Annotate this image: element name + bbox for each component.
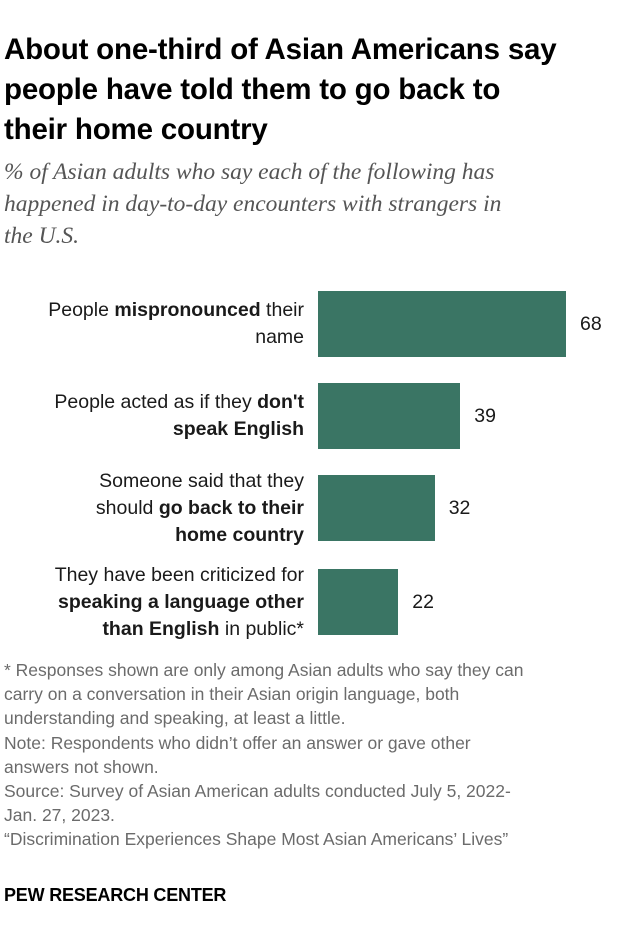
note-line: Jan. 27, 2023.: [4, 805, 115, 826]
note-line: carry on a conversation in their Asian o…: [4, 684, 460, 705]
category-label: They have been criticized for speaking a …: [55, 562, 304, 643]
brand-logo-text: PEW RESEARCH CENTER: [4, 885, 227, 905]
category-label-segment: People: [48, 299, 115, 321]
bar: [318, 383, 461, 449]
bar-value-label: 39: [474, 405, 496, 427]
chart-subtitle-line: % of Asian adults who say each of the fo…: [4, 159, 495, 185]
category-label-segment: go back to their: [158, 496, 304, 519]
category-label-line: Someone said that they: [96, 468, 304, 495]
category-label-segment: They have been criticized for: [54, 563, 304, 586]
note-line: understanding and speaking, at least a l…: [4, 708, 346, 729]
category-label-segment: speak English: [172, 418, 304, 440]
category-label: People mispronounced their name: [48, 297, 304, 351]
note-line: * Responses shown are only among Asian a…: [4, 660, 524, 680]
category-label-line: They have been criticized for: [55, 562, 304, 589]
category-label-segment: don't: [257, 391, 304, 413]
category-label-segment: speaking a language other: [58, 590, 304, 613]
category-label-line: speaking a language other: [55, 589, 304, 616]
category-label-segment: their: [260, 299, 304, 321]
bar-chart: People mispronounced their name 68 People a…: [0, 280, 620, 650]
note-line: Source: Survey of Asian American adults …: [4, 781, 511, 802]
note-line: Note: Respondents who didn’t offer an an…: [4, 732, 471, 753]
category-label-line: speak English: [54, 416, 304, 443]
category-label-line: should go back to their: [96, 495, 304, 522]
bar-value-label: 32: [448, 497, 471, 519]
chart-subtitle: % of Asian adults who say each of the fo…: [4, 156, 604, 252]
chart-subtitle-line: the U.S.: [4, 223, 80, 249]
category-label-line: People acted as if they don't: [54, 389, 304, 416]
bar: [318, 475, 435, 541]
chart-title-line: About one-third of Asian Americans say: [4, 33, 557, 66]
category-label-line: home country: [96, 522, 304, 549]
category-label-segment: home country: [175, 523, 304, 546]
bar-value-label: 22: [412, 591, 434, 613]
category-label-segment: in public*: [219, 617, 304, 640]
category-label-line: name: [48, 324, 304, 351]
category-label-segment: People acted as if they: [54, 391, 258, 413]
note-line: “Discrimination Experiences Shape Most A…: [4, 829, 509, 850]
category-label: Someone said that they should go back to …: [96, 468, 304, 549]
bar: [318, 569, 399, 635]
chart-title-line: their home country: [4, 113, 268, 146]
chart-title-line: people have told them to go back to: [4, 73, 501, 106]
chart-title: About one-third of Asian Americans say p…: [4, 30, 610, 150]
bar: [318, 291, 566, 357]
category-label-segment: should: [95, 496, 159, 519]
category-label-line: than English in public*: [55, 616, 304, 643]
category-label-segment: mispronounced: [114, 299, 261, 321]
category-label-segment: name: [255, 326, 304, 348]
chart-subtitle-line: happened in day-to-day encounters with s…: [4, 191, 502, 217]
category-label-segment: than English: [102, 617, 220, 640]
category-label-line: People mispronounced their: [48, 297, 304, 324]
category-label: People acted as if they don't speak Engli…: [54, 389, 304, 443]
chart-notes: * Responses shown are only among Asian a…: [4, 658, 614, 852]
note-line: answers not shown.: [4, 756, 159, 777]
category-label-segment: Someone said that they: [99, 469, 304, 492]
bar-value-label: 68: [580, 313, 602, 335]
